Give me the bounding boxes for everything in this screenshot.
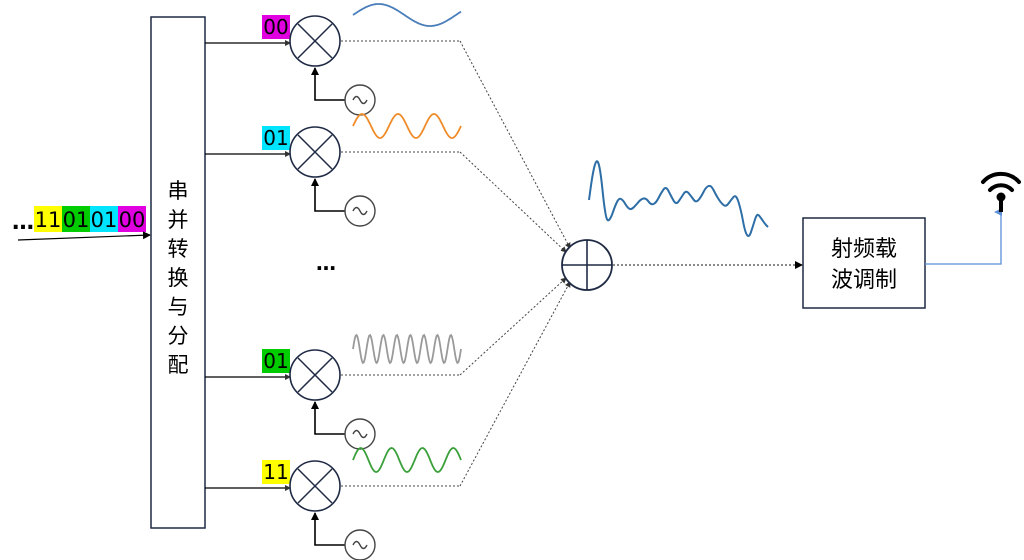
branch-2: 01 — [205, 113, 567, 253]
serial-parallel-label-char: 配 — [168, 353, 189, 377]
rf-modulation-block: 射频载 波调制 — [802, 217, 926, 309]
oscillator-sine-glyph — [352, 206, 368, 216]
branch-1: 00 — [205, 3, 571, 249]
input-bit-chip — [118, 206, 146, 232]
rf-modulation-box — [802, 217, 926, 309]
serial-parallel-label-char: 换 — [168, 266, 189, 290]
branch-to-adder-link — [459, 277, 567, 376]
serial-parallel-label-char: 分 — [168, 324, 189, 348]
branch-code-label: 01 — [263, 126, 288, 150]
input-bit-chip — [34, 206, 62, 232]
oscillator-sine-glyph — [352, 540, 368, 550]
antenna-wave-outer — [981, 171, 1021, 184]
rf-label-line2: 波调制 — [831, 268, 897, 293]
serial-parallel-label-char: 转 — [168, 237, 189, 261]
branch-to-adder-link — [459, 40, 571, 249]
branch-code-label: 11 — [263, 460, 288, 484]
branch-code-chip — [262, 460, 290, 484]
subcarrier-waveform — [352, 3, 462, 27]
branch-4: 11 — [205, 281, 571, 560]
branch-to-adder-link — [459, 151, 567, 253]
subcarrier-waveform — [352, 447, 462, 473]
branch-3: 01 — [205, 277, 567, 450]
input-arrow — [17, 231, 151, 241]
antenna-wave-inner — [988, 183, 1014, 192]
oscillator-link — [311, 512, 345, 546]
input-bit-text: 11 — [35, 208, 62, 232]
oscillator-link — [311, 178, 345, 212]
input-bit-text: 01 — [63, 208, 90, 232]
input-bit-stream: … 11 01 01 00 — [12, 206, 151, 241]
serial-parallel-label-char: 与 — [168, 295, 189, 319]
mixer-x-stroke — [297, 468, 333, 504]
antenna-feed-line — [925, 208, 1002, 265]
serial-parallel-box — [150, 16, 206, 529]
mixer-x-stroke — [297, 23, 333, 59]
oscillator-sine-glyph — [352, 95, 368, 105]
mixer-x-stroke — [297, 357, 333, 393]
rf-label-line1: 射频载 — [831, 237, 897, 262]
branch-code-chip — [262, 126, 290, 150]
branch-ellipsis: … — [316, 251, 336, 275]
antenna-icon — [981, 171, 1021, 212]
oscillator-link — [311, 67, 345, 101]
input-bits: 11 01 01 00 — [34, 206, 146, 232]
sum-waveform — [588, 160, 769, 237]
input-bit-text: 00 — [119, 208, 146, 232]
mixer-x-stroke — [297, 134, 333, 170]
subcarrier-waveform — [352, 333, 462, 365]
branch-code-label: 00 — [263, 15, 288, 39]
summing-node — [561, 239, 613, 291]
serial-parallel-label-char: 串 — [168, 179, 189, 203]
branch-code-chip — [262, 349, 290, 373]
input-ellipsis: … — [12, 210, 34, 235]
subcarrier-waveform — [352, 113, 462, 139]
branch-to-adder-link — [459, 281, 571, 487]
subcarrier-branches: 00 01 01 11 — [205, 3, 571, 560]
input-bit-text: 01 — [91, 208, 118, 232]
oscillator-sine-glyph — [352, 429, 368, 439]
serial-parallel-label-char: 并 — [168, 208, 189, 232]
branch-code-chip — [262, 15, 290, 39]
input-bit-chip — [62, 206, 90, 232]
branch-code-label: 01 — [263, 349, 288, 373]
input-bit-chip — [90, 206, 118, 232]
oscillator-link — [311, 401, 345, 435]
